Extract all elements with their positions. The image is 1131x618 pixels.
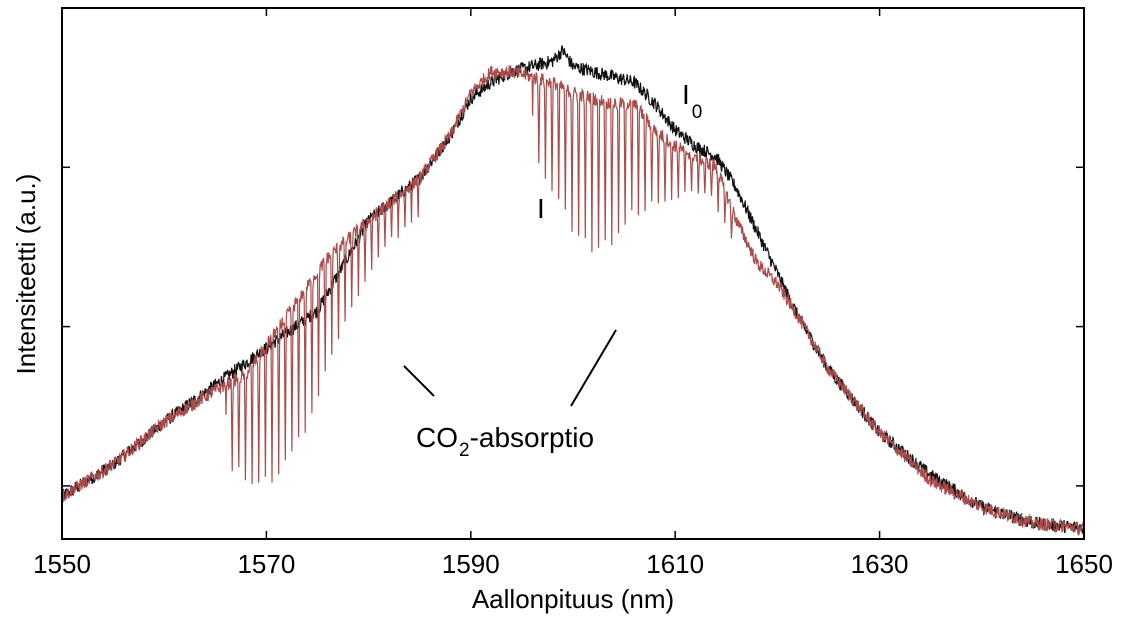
co2-label-suffix: -absorptio <box>470 422 595 453</box>
y-axis-title: Intensiteetti (a.u.) <box>11 174 41 375</box>
co2-label-sub: 2 <box>459 440 470 461</box>
x-tick-label: 1550 <box>33 549 91 579</box>
co2-label: CO2-absorptio <box>416 422 594 461</box>
plot-frame <box>61 7 1085 540</box>
i-label: I <box>537 193 545 224</box>
i0-label-sub: 0 <box>692 102 703 123</box>
series-line-i0 <box>61 45 1085 535</box>
x-tick-label: 1650 <box>1055 549 1113 579</box>
plot-area: 1550 1570 1590 1610 1630 1650 <box>33 7 1113 579</box>
co2-callout-line-left <box>403 365 435 397</box>
x-tick-label: 1610 <box>646 549 704 579</box>
x-axis-title: Aallonpituus (nm) <box>472 584 674 614</box>
series-line-i <box>61 65 1085 537</box>
series-layer <box>61 45 1085 537</box>
x-tick-label: 1570 <box>237 549 295 579</box>
co2-label-prefix: CO <box>416 422 458 453</box>
x-tick-label: 1590 <box>442 549 500 579</box>
tick-layer: 1550 1570 1590 1610 1630 1650 <box>33 7 1113 579</box>
i0-label-main: I <box>682 79 690 110</box>
x-tick-label: 1630 <box>851 549 909 579</box>
i0-label: I0 <box>682 79 702 123</box>
co2-callout-line-right <box>570 329 617 407</box>
